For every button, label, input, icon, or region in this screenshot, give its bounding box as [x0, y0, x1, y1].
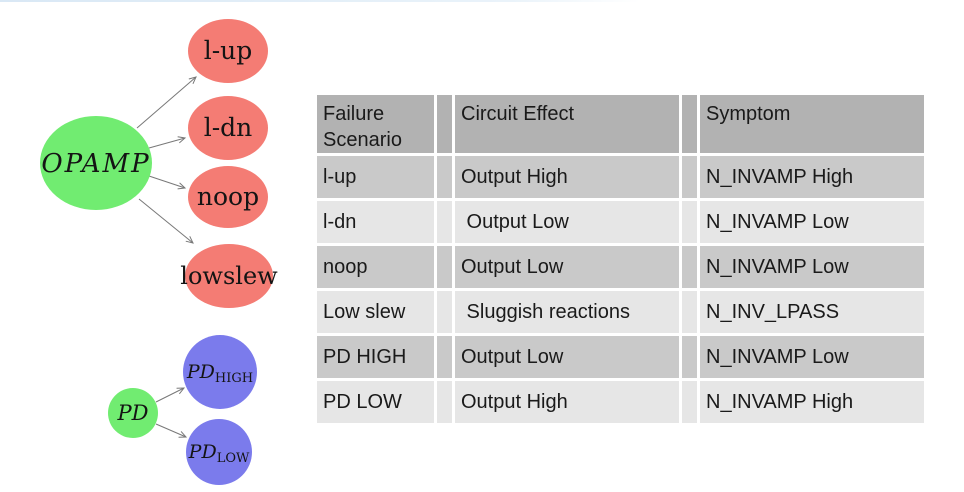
cell-scenario: PD LOW [317, 381, 434, 423]
cell-spacer [437, 156, 452, 198]
node-l-dn-label: l-dn [204, 113, 253, 142]
table-row: PD HIGH Output Low N_INVAMP Low [317, 336, 924, 378]
cell-effect: Output High [455, 381, 679, 423]
node-noop-label: noop [197, 182, 259, 211]
arrow-opamp-ldn [148, 136, 187, 149]
cell-symptom: N_INV_LPASS [700, 291, 924, 333]
cell-spacer [682, 381, 697, 423]
node-noop [188, 166, 268, 228]
node-l-up [188, 19, 268, 83]
table-row: Low slew Sluggish reactions N_INV_LPASS [317, 291, 924, 333]
header-circuit-effect: Circuit Effect [455, 95, 679, 153]
table-row: PD LOW Output High N_INVAMP High [317, 381, 924, 423]
pd-high-main: PD [186, 361, 215, 383]
cell-scenario: l-up [317, 156, 434, 198]
cell-spacer [437, 336, 452, 378]
cell-symptom: N_INVAMP Low [700, 201, 924, 243]
arrow-pd-pdhigh [155, 387, 186, 403]
cell-spacer [682, 291, 697, 333]
header-failure-scenario: Failure Scenario [317, 95, 434, 153]
cell-symptom: N_INVAMP Low [700, 246, 924, 288]
cell-spacer [437, 201, 452, 243]
node-l-dn [188, 96, 268, 160]
cell-spacer [682, 336, 697, 378]
cell-symptom: N_INVAMP High [700, 381, 924, 423]
cell-effect: Output Low [455, 201, 679, 243]
node-opamp-label: OPAMP [41, 149, 150, 179]
node-lowslew [185, 244, 273, 308]
cell-scenario: noop [317, 246, 434, 288]
arrow-pd-pdlow [155, 423, 188, 438]
failure-table: Failure Scenario Circuit Effect Symptom … [314, 92, 927, 426]
cell-effect: Sluggish reactions [455, 291, 679, 333]
table-row: noop Output Low N_INVAMP Low [317, 246, 924, 288]
node-pd-low-label: PDLOW [188, 441, 250, 466]
node-l-up-label: l-up [204, 36, 253, 65]
cell-effect: Output Low [455, 246, 679, 288]
table-header-row: Failure Scenario Circuit Effect Symptom [317, 95, 924, 153]
cell-effect: Output Low [455, 336, 679, 378]
fault-tree-diagram: OPAMP l-up l-dn noop lowslew PD PDHIGH P… [40, 19, 278, 485]
failure-table-container: Failure Scenario Circuit Effect Symptom … [314, 92, 927, 426]
node-pd-high-label: PDHIGH [186, 361, 253, 386]
pd-low-main: PD [188, 441, 217, 463]
cell-spacer [682, 201, 697, 243]
cell-scenario: Low slew [317, 291, 434, 333]
cell-scenario: l-dn [317, 201, 434, 243]
header-spacer [682, 95, 697, 153]
cell-symptom: N_INVAMP Low [700, 336, 924, 378]
pd-high-subscript: HIGH [215, 371, 253, 386]
opamp-edges [136, 76, 197, 244]
pd-edges [155, 387, 188, 438]
arrow-opamp-noop [148, 175, 187, 190]
cell-spacer [682, 246, 697, 288]
cell-symptom: N_INVAMP High [700, 156, 924, 198]
node-pd-label: PD [117, 401, 149, 425]
node-pd-high [183, 335, 257, 409]
arrow-opamp-lup [136, 76, 197, 129]
window-top-edge [0, 0, 640, 2]
node-lowslew-label: lowslew [180, 262, 278, 290]
node-pd [108, 388, 158, 438]
cell-spacer [437, 381, 452, 423]
header-spacer [437, 95, 452, 153]
cell-scenario: PD HIGH [317, 336, 434, 378]
cell-effect: Output High [455, 156, 679, 198]
cell-spacer [682, 156, 697, 198]
cell-spacer [437, 246, 452, 288]
node-pd-low [186, 419, 252, 485]
pd-low-subscript: LOW [217, 451, 250, 466]
header-symptom: Symptom [700, 95, 924, 153]
cell-spacer [437, 291, 452, 333]
table-row: l-dn Output Low N_INVAMP Low [317, 201, 924, 243]
node-opamp [40, 116, 152, 210]
table-row: l-up Output High N_INVAMP High [317, 156, 924, 198]
arrow-opamp-lowslew [138, 198, 194, 244]
